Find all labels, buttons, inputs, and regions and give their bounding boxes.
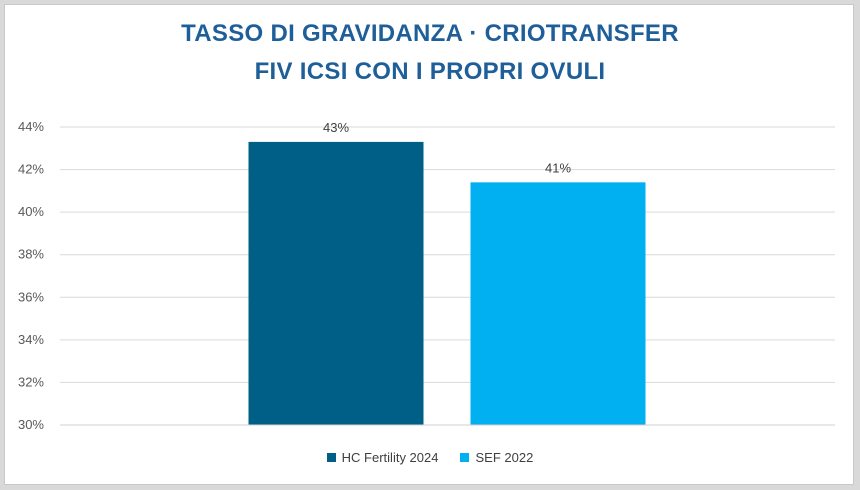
y-tick-label: 44% xyxy=(18,119,44,134)
legend-item-sef: SEF 2022 xyxy=(460,450,533,465)
y-tick-label: 38% xyxy=(18,247,44,262)
y-tick-label: 32% xyxy=(18,374,44,389)
chart-legend: HC Fertility 2024 SEF 2022 xyxy=(0,450,860,465)
legend-swatch-sef xyxy=(460,453,470,462)
chart-title-line-1: TASSO DI GRAVIDANZA · CRIOTRANSFER xyxy=(181,20,679,47)
legend-label-hc-fertility: HC Fertility 2024 xyxy=(341,450,439,465)
data-label: 43% xyxy=(323,120,349,135)
bar xyxy=(248,141,424,425)
legend-swatch-hc-fertility xyxy=(326,453,336,462)
chart-frame xyxy=(4,4,854,485)
y-tick-label: 40% xyxy=(18,204,44,219)
legend-item-hc-fertility: HC Fertility 2024 xyxy=(326,450,439,465)
chart-title-line-2: FIV ICSI CON I PROPRI OVULI xyxy=(254,58,606,85)
data-label: 41% xyxy=(545,160,571,175)
y-tick-label: 30% xyxy=(18,417,44,432)
y-tick-label: 36% xyxy=(18,289,44,304)
y-tick-label: 34% xyxy=(18,332,44,347)
bar xyxy=(470,182,646,425)
legend-label-sef: SEF 2022 xyxy=(475,450,534,465)
y-tick-label: 42% xyxy=(18,162,44,177)
